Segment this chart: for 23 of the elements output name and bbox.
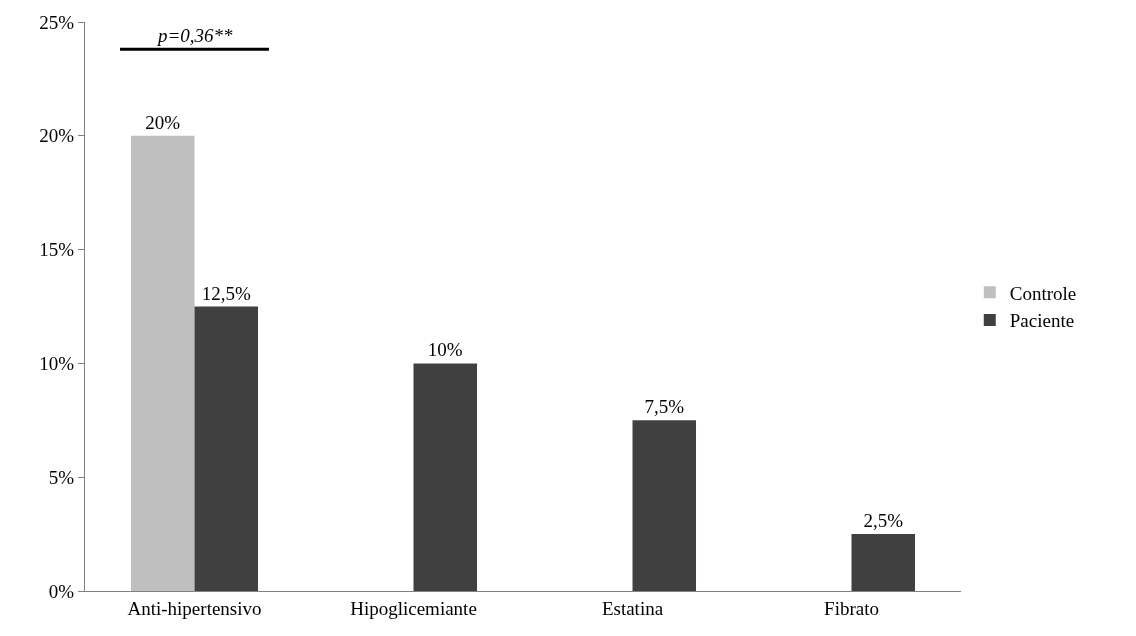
annotation: p=0,36** [156, 25, 234, 46]
bar [130, 135, 195, 591]
y-tick-label: 10% [39, 353, 75, 375]
data-label: 7,5% [644, 396, 685, 418]
y-tick-label: 20% [39, 125, 75, 147]
data-label: 20% [145, 111, 181, 133]
y-tick-label: 0% [48, 580, 75, 602]
x-tick-label: Fibrato [824, 597, 879, 619]
y-tick-label: 25% [39, 11, 75, 33]
y-tick-label: 5% [48, 466, 75, 488]
legend-label: Controle [1009, 282, 1077, 304]
bar [851, 534, 916, 591]
data-label: 10% [427, 339, 463, 361]
x-tick-label: Estatina [601, 597, 664, 619]
bar [632, 420, 697, 591]
y-tick-label: 15% [39, 239, 75, 261]
bar [413, 363, 478, 591]
data-label: 2,5% [863, 510, 904, 532]
data-label: 12,5% [201, 282, 251, 304]
x-tick-label: Hipoglicemiante [350, 597, 477, 619]
legend-label: Paciente [1009, 310, 1075, 332]
bar [194, 306, 259, 591]
x-tick-label: Anti-hipertensivo [127, 597, 262, 619]
